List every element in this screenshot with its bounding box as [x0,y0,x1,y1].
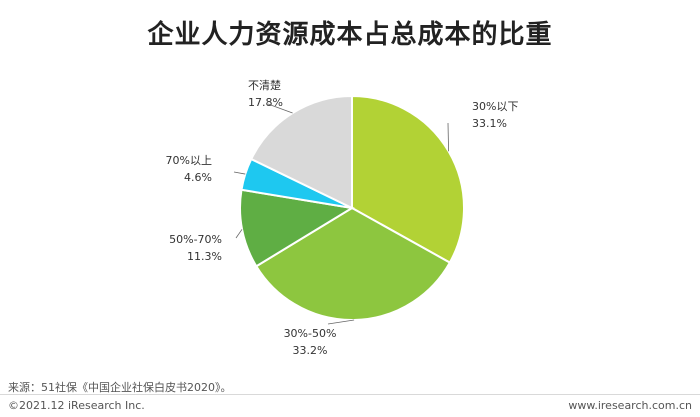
source-note: 来源：51社保《中国企业社保白皮书2020》。 [8,381,232,394]
leader-line [447,122,449,152]
slice-label: 50%-70% [169,233,222,246]
slice-value-label: 33.1% [472,117,507,130]
slice-value-label: 17.8% [248,96,283,109]
pie-slice [254,206,452,321]
slice-label: 30%以下 [472,100,518,113]
website: www.iresearch.com.cn [568,399,692,412]
leader-line [267,103,293,114]
footer-divider [0,394,700,395]
slice-label: 不清楚 [248,78,281,92]
pie-slice [249,94,353,210]
pie-slice [351,94,465,264]
slice-label: 70%以上 [166,154,212,167]
slice-label: 30%-50% [284,327,337,340]
slice-value-label: 4.6% [184,171,212,184]
slice-value-label: 11.3% [187,250,222,263]
leader-line [233,171,246,175]
copyright: ©2021.12 iResearch Inc. [8,399,145,412]
leader-line [327,319,355,325]
slice-value-label: 33.2% [293,344,328,357]
leader-line [235,229,243,239]
chart-title: 企业人力资源成本占总成本的比重 [147,20,553,50]
